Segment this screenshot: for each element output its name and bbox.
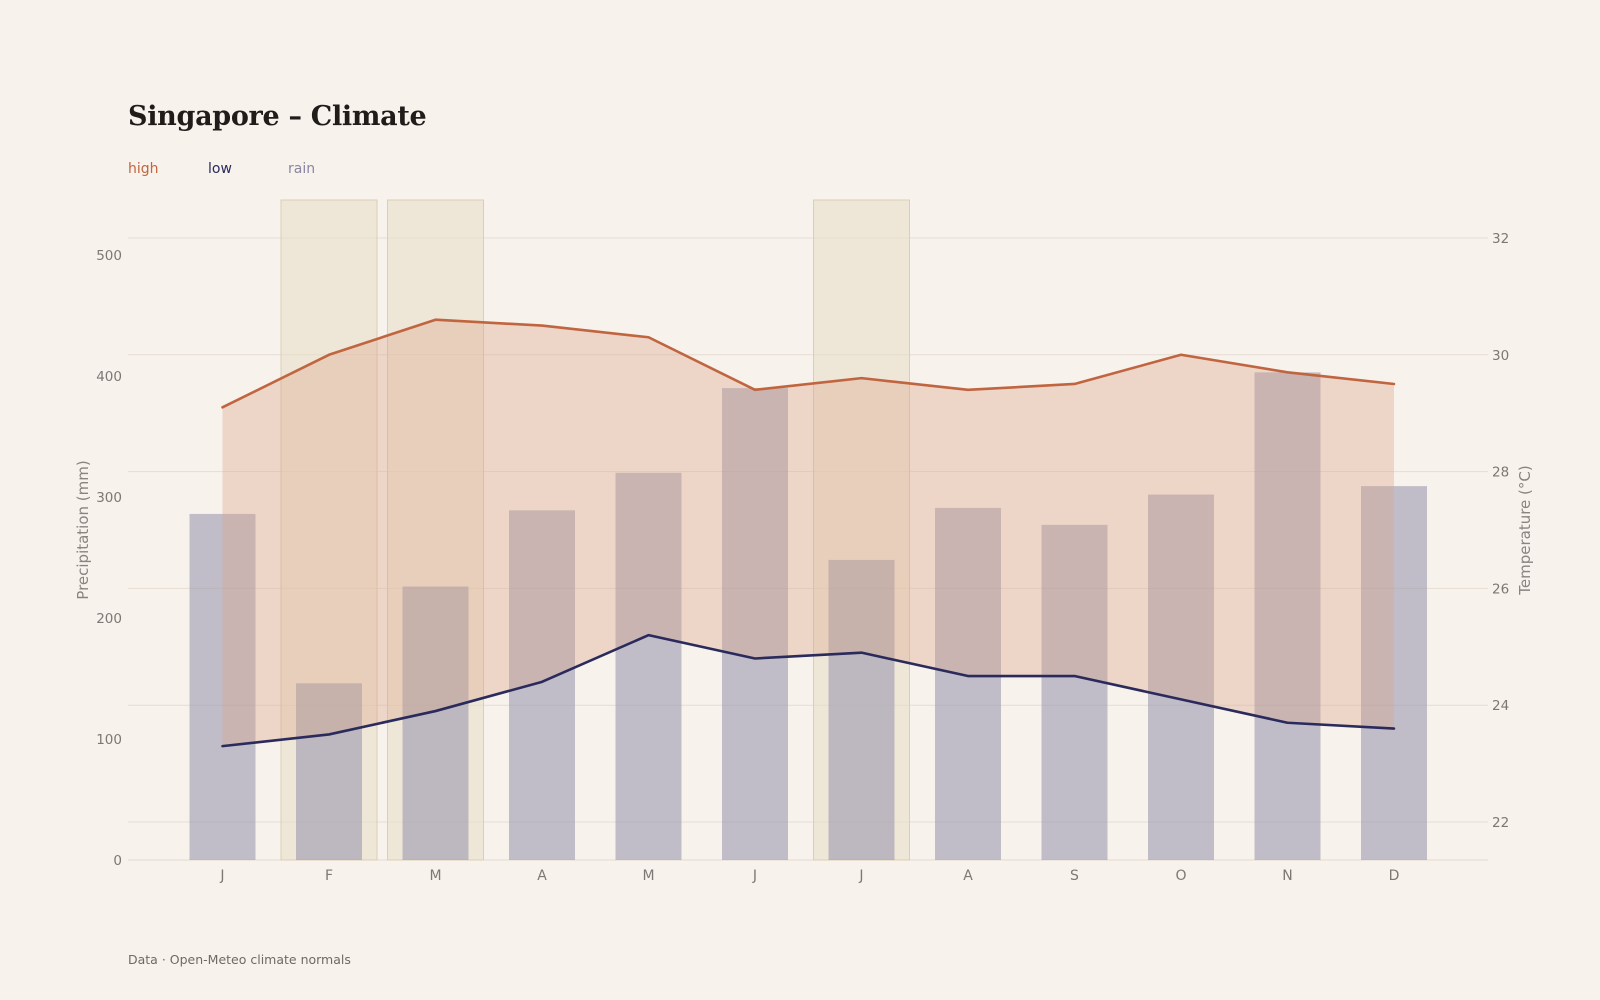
x-tick-label: M — [642, 868, 654, 884]
y-left-tick-label: 400 — [96, 369, 122, 385]
y-right-tick-label: 32 — [1492, 231, 1509, 247]
rain-bar — [1254, 372, 1321, 860]
x-tick-label: S — [1070, 868, 1079, 884]
y-right-tick-label: 22 — [1492, 815, 1509, 831]
x-tick-label: O — [1175, 868, 1186, 884]
rain-bar — [1041, 524, 1108, 860]
y-left-axis-title: Precipitation (mm) — [74, 460, 92, 599]
legend-low: low — [208, 161, 232, 177]
legend-rain: rain — [288, 161, 316, 177]
high-temperature-line — [221, 318, 1396, 409]
x-tick-label: M — [429, 868, 441, 884]
rain-bar — [402, 586, 469, 860]
low-temperature-line — [221, 633, 1396, 748]
temperature-range-area — [222, 319, 1394, 747]
y-left-tick-label: 500 — [96, 248, 122, 264]
y-right-tick-label: 30 — [1492, 348, 1509, 364]
y-left-tick-label: 200 — [96, 611, 122, 627]
rain-bar — [828, 559, 895, 860]
legend-high: high — [128, 161, 159, 177]
y-right-axis-title: Temperature (°C) — [1516, 465, 1534, 595]
chart-title: Singapore – Climate — [128, 101, 427, 132]
x-tick-label: N — [1282, 868, 1292, 884]
rain-bar — [615, 472, 682, 860]
x-tick-label: F — [325, 868, 333, 884]
x-tick-label: A — [537, 868, 547, 884]
y-right-tick-label: 26 — [1492, 581, 1509, 597]
source-note: Data · Open-Meteo climate normals — [128, 952, 351, 967]
rain-bar — [509, 510, 575, 860]
rain-bar — [1148, 494, 1214, 860]
y-left-tick-label: 100 — [96, 732, 122, 748]
y-right-tick-label: 28 — [1492, 465, 1509, 481]
y-left-tick-label: 300 — [96, 490, 122, 506]
x-tick-label: A — [963, 868, 973, 884]
rain-bar — [296, 683, 362, 860]
rain-bar — [189, 513, 256, 860]
x-tick-label: J — [752, 868, 757, 884]
y-right-tick-label: 24 — [1492, 698, 1509, 714]
rain-bar — [935, 507, 1001, 860]
rain-bar — [1361, 486, 1427, 860]
x-tick-label: D — [1389, 868, 1400, 884]
rain-bar — [722, 388, 788, 860]
y-left-tick-label: 0 — [113, 853, 122, 869]
x-tick-label: J — [858, 868, 863, 884]
x-tick-label: J — [219, 868, 224, 884]
